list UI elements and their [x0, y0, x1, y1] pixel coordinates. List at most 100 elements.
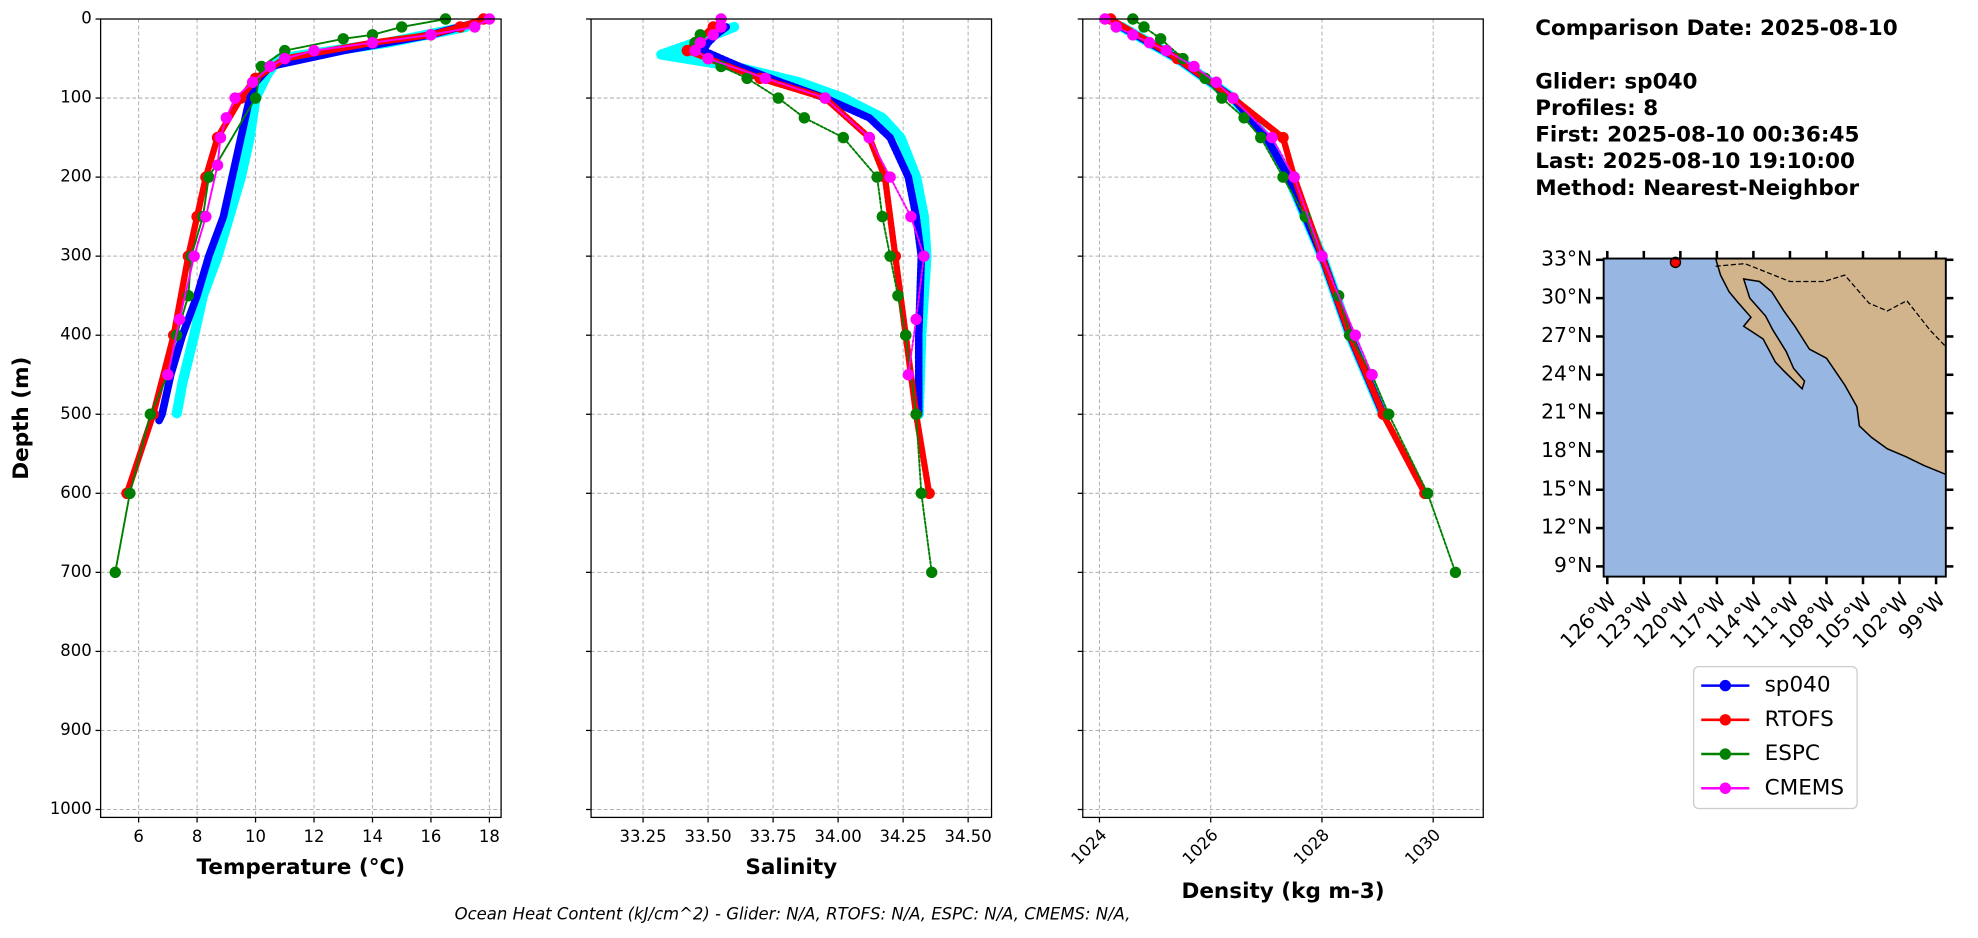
footnote: Ocean Heat Content (kJ/cm^2) - Glider: N…: [455, 904, 1131, 923]
y-tick-label: 15°N: [1541, 476, 1592, 500]
profile-line: [171, 21, 472, 420]
marker: [884, 171, 896, 183]
profile-line: [1131, 18, 1457, 574]
marker: [1238, 112, 1250, 124]
marker: [220, 112, 233, 124]
x-axis-label: Temperature (°C): [197, 855, 406, 880]
marker: [124, 487, 136, 500]
marker: [1110, 21, 1122, 33]
legend-box: [1692, 665, 1858, 810]
marker: [162, 369, 174, 381]
info-line: Last: 2025-08-10 19:10:00: [1535, 149, 1855, 174]
axes-frame: [99, 18, 502, 819]
marker: [255, 60, 268, 73]
marker: [926, 566, 938, 579]
marker: [1227, 92, 1239, 104]
x-tick-label: 14: [362, 827, 383, 846]
marker: [279, 44, 291, 57]
y-tick-label: 33°N: [1541, 246, 1592, 270]
legend-label: RTOFS: [1765, 707, 1834, 732]
marker: [337, 33, 349, 45]
x-axis-label: Salinity: [745, 855, 837, 880]
marker: [863, 131, 876, 144]
glider-location: [1669, 256, 1682, 269]
y-tick-label: 500: [60, 404, 91, 423]
legend-label: ESPC: [1765, 741, 1820, 766]
marker: [229, 92, 241, 104]
marker: [425, 29, 437, 41]
y-tick-label: 27°N: [1541, 323, 1592, 347]
info-line: Method: Nearest-Neighbor: [1535, 176, 1859, 201]
profile-line: [114, 18, 447, 574]
marker: [1255, 131, 1267, 144]
marker: [279, 52, 291, 65]
marker: [246, 76, 259, 88]
profile-line: [155, 19, 479, 425]
legend-marker: [1719, 679, 1732, 692]
marker: [876, 210, 889, 223]
y-tick-label: 12°N: [1541, 515, 1592, 539]
marker: [715, 21, 727, 33]
marker: [203, 171, 215, 183]
x-tick-label: 34.25: [880, 827, 927, 846]
info-line: Glider: sp040: [1535, 69, 1697, 94]
x-tick-label: 6: [133, 827, 143, 846]
profile-line: [166, 18, 491, 376]
x-tick-label: 34.50: [945, 827, 992, 846]
y-tick-label: 21°N: [1541, 400, 1592, 424]
profile-line: [694, 33, 933, 574]
y-tick-label: 18°N: [1541, 438, 1592, 462]
marker: [1277, 131, 1289, 144]
marker: [918, 250, 930, 262]
marker: [308, 44, 320, 57]
info-line: First: 2025-08-10 00:36:45: [1535, 123, 1859, 148]
marker: [884, 250, 896, 262]
x-tick-label: 33.75: [750, 827, 797, 846]
marker: [707, 21, 719, 33]
y-tick-label: 900: [60, 720, 91, 739]
info-line: Comparison Date: 2025-08-10: [1535, 16, 1898, 41]
marker: [200, 210, 212, 223]
land: [1714, 257, 1947, 476]
legend-marker: [1719, 748, 1732, 760]
marker: [469, 21, 481, 33]
y-tick-label: 0: [81, 9, 91, 28]
marker: [1154, 33, 1167, 45]
x-tick-label: 33.50: [685, 827, 732, 846]
border: [1715, 262, 1947, 348]
marker: [1160, 44, 1172, 57]
marker: [1382, 408, 1395, 420]
marker: [1316, 250, 1328, 262]
marker: [366, 29, 379, 41]
marker: [900, 329, 912, 341]
x-tick-label: 1026: [1179, 825, 1222, 868]
marker: [871, 171, 883, 183]
marker: [211, 159, 224, 171]
marker: [689, 44, 701, 57]
y-tick-label: 300: [60, 246, 91, 265]
marker: [173, 313, 186, 326]
marker: [1210, 76, 1222, 88]
marker: [798, 112, 811, 124]
y-tick-label: 30°N: [1541, 285, 1592, 309]
marker: [1277, 171, 1289, 183]
marker: [1127, 29, 1139, 41]
marker: [837, 131, 850, 144]
x-tick-label: 12: [304, 827, 325, 846]
y-tick-label: 800: [60, 641, 91, 660]
legend-marker: [1719, 714, 1732, 726]
marker: [249, 92, 262, 104]
legend-label: sp040: [1765, 673, 1831, 698]
x-tick-label: 18: [479, 827, 500, 846]
marker: [1216, 92, 1228, 104]
axes-frame: [590, 18, 993, 819]
y-tick-label: 400: [60, 325, 91, 344]
marker: [741, 72, 753, 84]
marker: [892, 289, 904, 302]
marker: [681, 44, 693, 57]
marker: [910, 313, 922, 326]
y-tick-label: 100: [60, 88, 91, 107]
marker: [1188, 60, 1200, 73]
info-line: Profiles: 8: [1535, 96, 1658, 121]
